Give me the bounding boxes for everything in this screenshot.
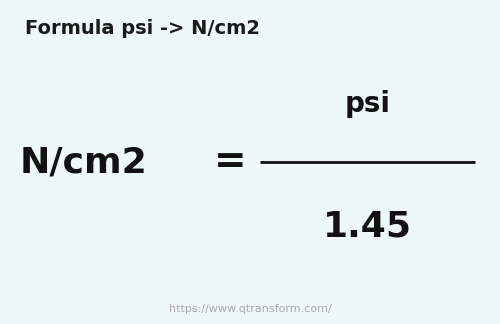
Text: =: =: [214, 143, 246, 181]
Text: 1.45: 1.45: [323, 210, 412, 244]
Text: Formula psi -> N/cm2: Formula psi -> N/cm2: [25, 19, 260, 39]
Text: psi: psi: [344, 90, 391, 118]
Text: https://www.qtransform.com/: https://www.qtransform.com/: [168, 304, 332, 314]
Text: N/cm2: N/cm2: [20, 145, 148, 179]
